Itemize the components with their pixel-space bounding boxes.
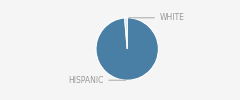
Text: HISPANIC: HISPANIC — [68, 76, 126, 85]
Wedge shape — [96, 18, 158, 80]
Wedge shape — [125, 18, 127, 49]
Text: WHITE: WHITE — [129, 13, 185, 22]
